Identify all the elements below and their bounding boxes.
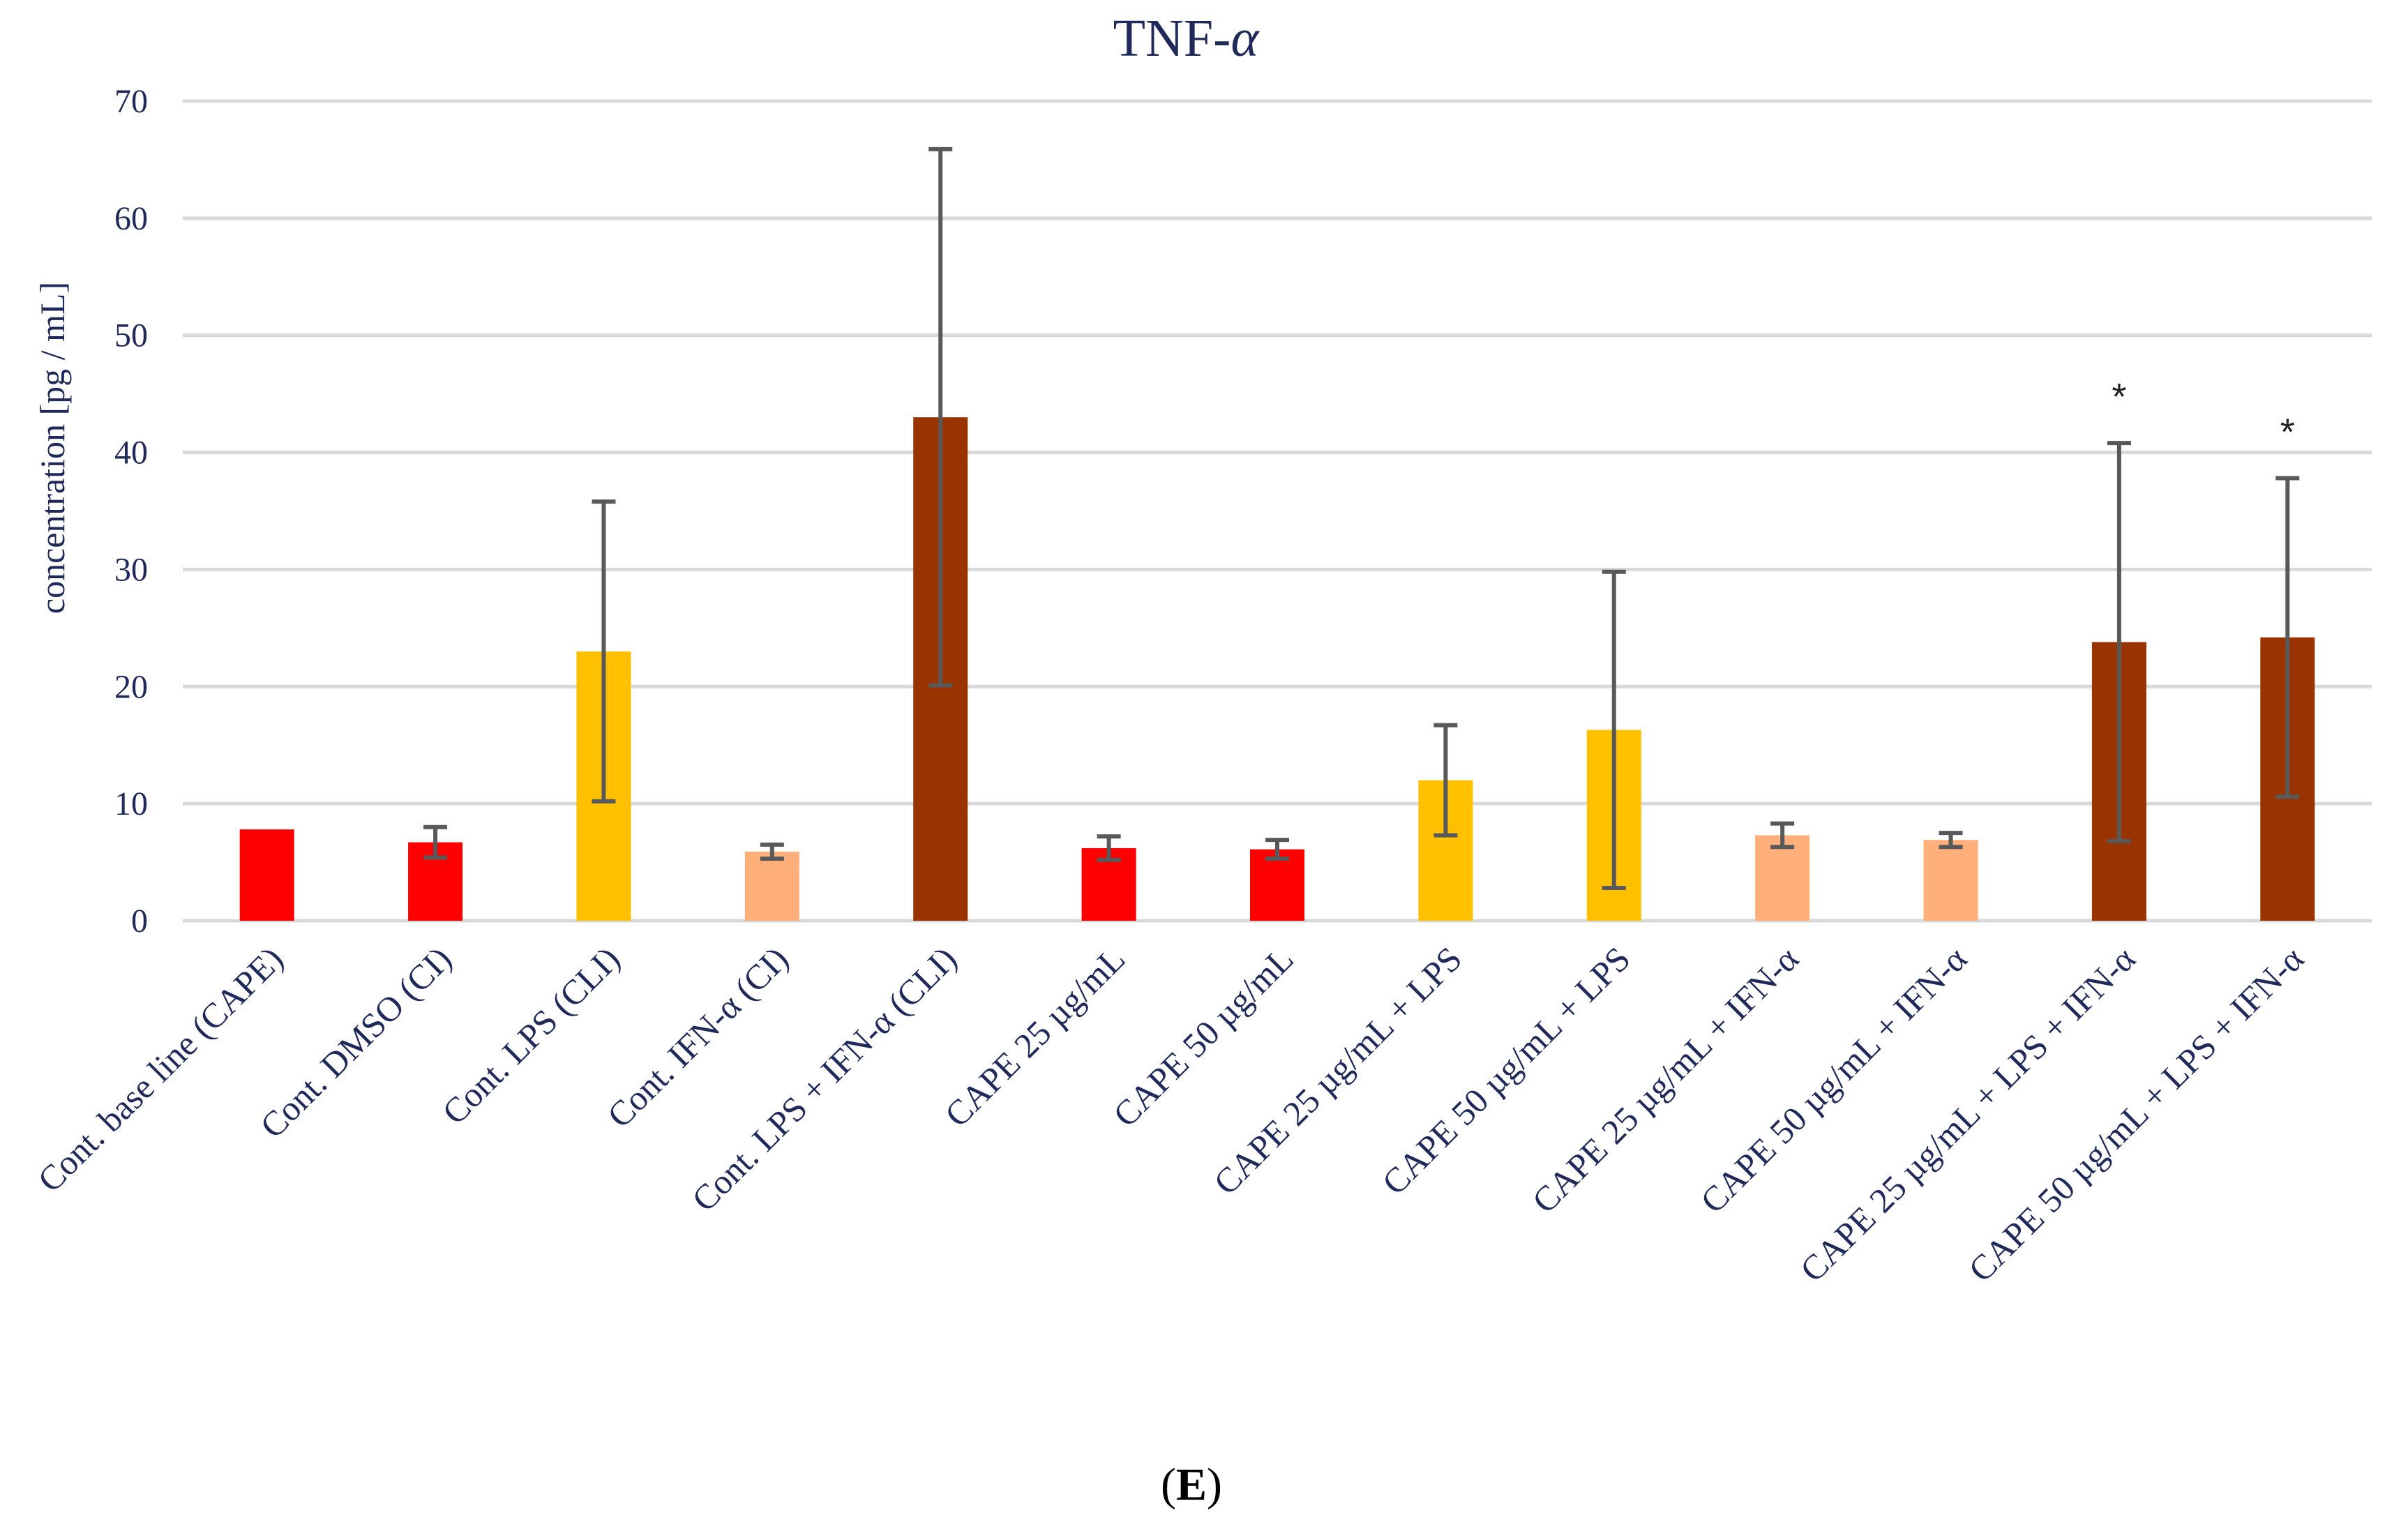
y-tick-label: 50 <box>114 317 148 354</box>
chart-title: TNF-α <box>1113 9 1261 68</box>
y-tick-label: 0 <box>131 903 148 940</box>
y-tick-label: 70 <box>114 83 148 120</box>
y-tick-label: 20 <box>114 668 148 705</box>
significance-marker: * <box>2280 412 2295 453</box>
x-tick-label: CAPE 50 µg/mL + IFN-α <box>1693 939 1975 1221</box>
x-tick-label: Cont. base line (CAPE) <box>30 939 290 1199</box>
y-tick-label: 30 <box>114 551 148 588</box>
y-tick-label: 60 <box>114 200 148 237</box>
x-tick-label: CAPE 25 µg/mL + LPS + IFN-α <box>1793 939 2143 1289</box>
y-axis: 0 10 20 30 40 50 60 70 <box>114 83 148 940</box>
x-tick-label: CAPE 25 µg/mL <box>937 939 1132 1134</box>
bar <box>1923 840 1978 921</box>
panel-label: (E) <box>1161 1459 1222 1510</box>
y-axis-label: concentration [pg / mL] <box>33 282 72 614</box>
annotations: ** <box>2112 376 2294 453</box>
x-tick-label: CAPE 25 µg/mL + IFN-α <box>1524 939 1806 1221</box>
bar <box>1755 835 1810 921</box>
x-axis: Cont. base line (CAPE)Cont. DMSO (CI)Con… <box>30 939 2311 1289</box>
gridlines <box>183 99 2372 923</box>
y-tick-label: 10 <box>114 785 148 822</box>
y-tick-label: 40 <box>114 435 148 472</box>
bar <box>1250 849 1304 921</box>
significance-marker: * <box>2112 376 2126 418</box>
x-tick-label: CAPE 50 µg/mL + LPS + IFN-α <box>1961 939 2311 1289</box>
bar <box>744 851 799 921</box>
bars <box>239 417 2315 921</box>
x-tick-label: Cont. IFN-α (CI) <box>600 939 796 1135</box>
error-bars <box>423 146 2300 890</box>
bar <box>239 829 294 921</box>
x-tick-label: Cont. LPS (CLI) <box>435 939 627 1131</box>
x-tick-label: CAPE 50 µg/mL <box>1106 939 1301 1134</box>
